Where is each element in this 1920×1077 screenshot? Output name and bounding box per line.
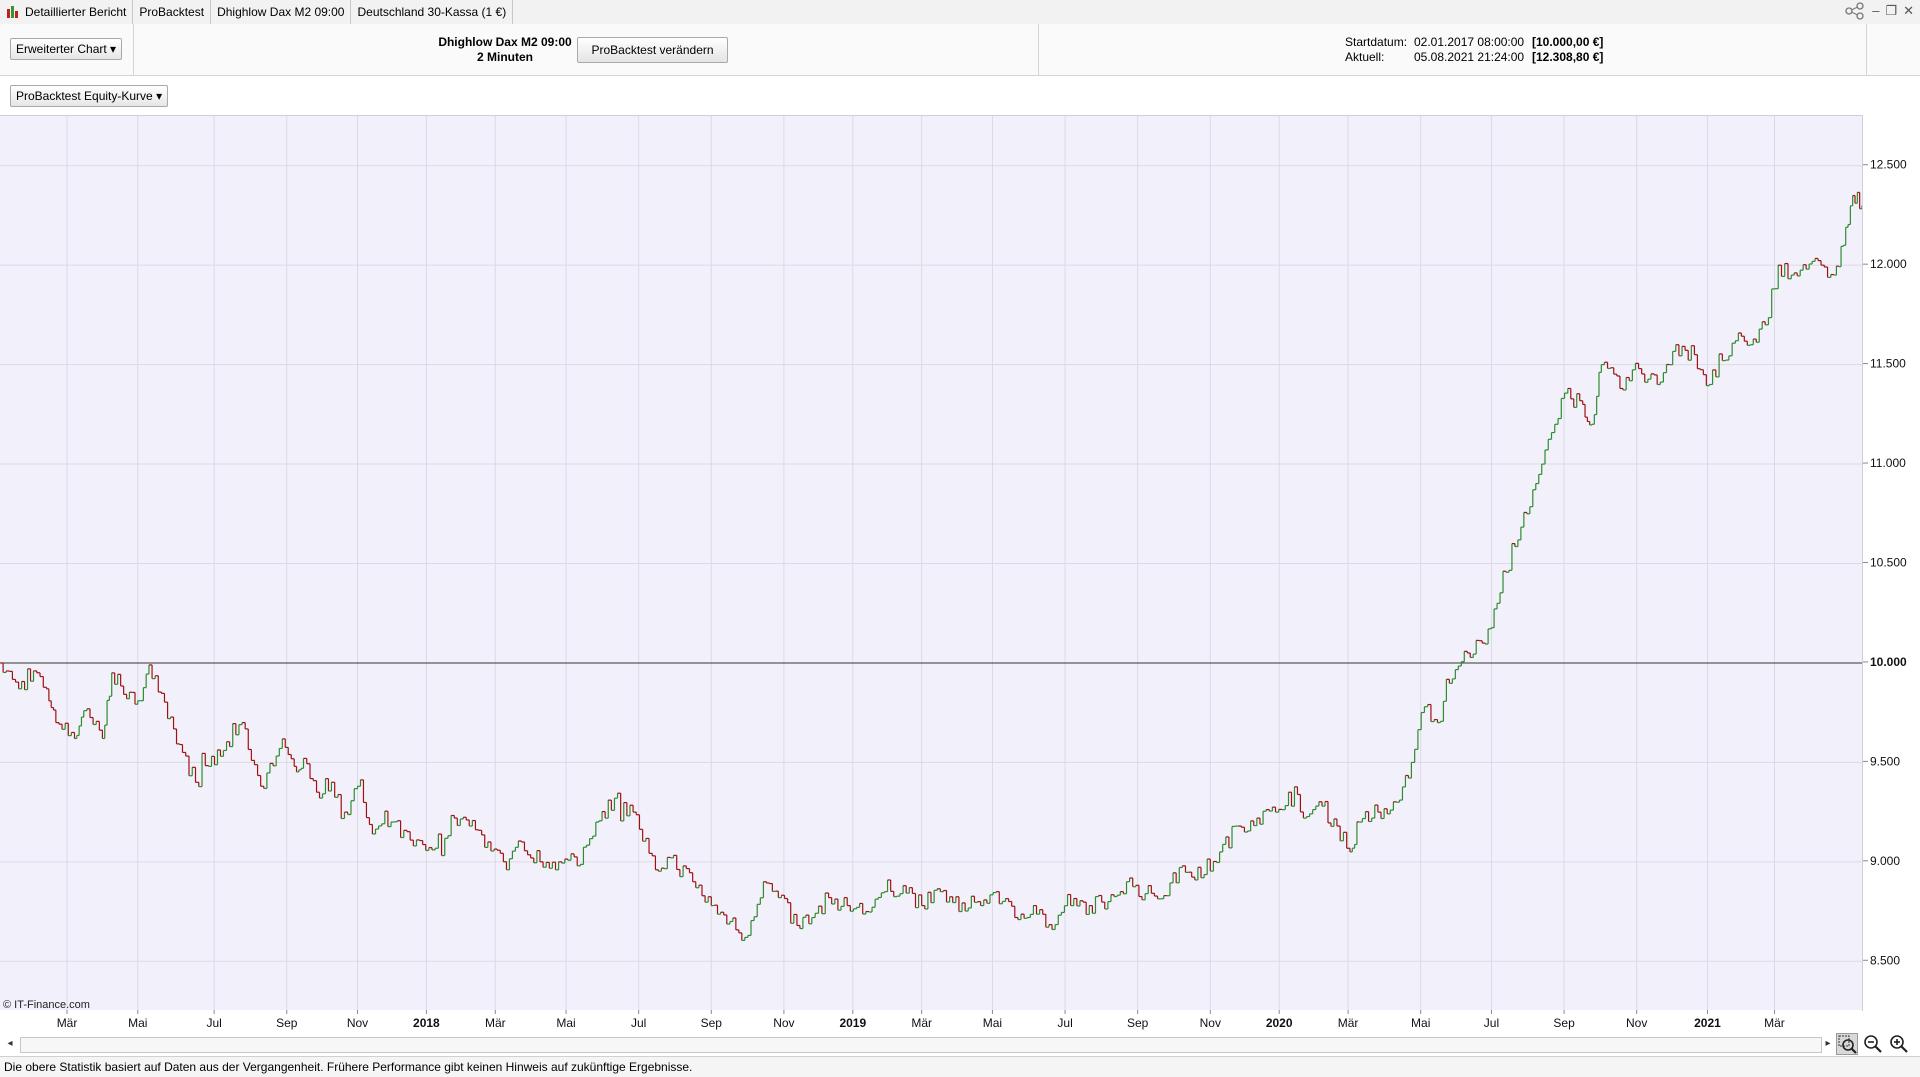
- toolbar-divider: [1038, 24, 1039, 75]
- x-axis-labels: Mär Mai Jul Sep Nov 2018 Mär Mai Jul Sep Nov 2019 Mä…: [57, 1010, 1785, 1030]
- horizontal-scrollbar[interactable]: ◂ ▸: [0, 1034, 1836, 1054]
- tab-label: ProBacktest: [139, 5, 205, 19]
- disclaimer-text: Die obere Statistik basiert auf Daten au…: [4, 1060, 693, 1074]
- x-tick-label: 2018: [413, 1016, 440, 1030]
- x-axis: Mär Mai Jul Sep Nov 2018 Mär Mai Jul Sep Nov 2019 Mä…: [0, 1010, 1862, 1034]
- x-tick-label: Mai: [128, 1016, 147, 1030]
- x-tick-label: 2019: [839, 1016, 866, 1030]
- y-tick-label: 11.500: [1870, 357, 1906, 371]
- x-tick-label: Mär: [1764, 1016, 1785, 1030]
- y-tick-label: 11.000: [1870, 456, 1906, 470]
- watermark: © IT-Finance.com: [3, 999, 90, 1011]
- equity-bar: ProBacktest Equity-Kurve ▾: [0, 76, 1920, 114]
- y-tick-label: 10.000: [1870, 655, 1907, 669]
- restore-icon[interactable]: ❐: [1885, 3, 1898, 18]
- scroll-right-icon[interactable]: ▸: [1825, 1038, 1831, 1049]
- y-tick-label: 9.000: [1870, 854, 1900, 868]
- zoom-out-icon[interactable]: [1862, 1033, 1884, 1055]
- equity-curve: [0, 191, 1862, 942]
- scroll-track[interactable]: [20, 1037, 1822, 1053]
- x-tick-label: Sep: [701, 1016, 723, 1030]
- x-tick-label: Jul: [206, 1016, 221, 1030]
- current-date-value: 05.08.2021 21:24:00: [1414, 50, 1525, 64]
- disclaimer-bar: Die obere Statistik basiert auf Daten au…: [0, 1056, 1920, 1077]
- share-icon[interactable]: [1844, 2, 1866, 20]
- y-tick-label: 12.000: [1870, 257, 1907, 271]
- y-tick-label: 8.500: [1870, 953, 1900, 967]
- tab-label: Detaillierter Bericht: [25, 5, 127, 19]
- tab-probacktest[interactable]: ProBacktest: [133, 0, 212, 24]
- close-icon[interactable]: ✕: [1903, 3, 1914, 18]
- backtest-toolbar: Erweiterter Chart ▾ Dhighlow Dax M2 09:0…: [0, 24, 1920, 76]
- tab-instrument[interactable]: Deutschland 30-Kassa (1 €): [351, 0, 514, 24]
- zoom-tools: [1836, 1032, 1920, 1056]
- x-tick-label: Sep: [276, 1016, 298, 1030]
- equity-curve-dropdown[interactable]: ProBacktest Equity-Kurve ▾: [10, 85, 169, 107]
- tab-strategy[interactable]: Dhighlow Dax M2 09:00: [211, 0, 352, 24]
- x-tick-label: Nov: [1200, 1016, 1221, 1030]
- x-tick-label: 2021: [1694, 1016, 1721, 1030]
- x-tick-label: Sep: [1553, 1016, 1575, 1030]
- tab-label: Dhighlow Dax M2 09:00: [217, 5, 345, 19]
- x-tick-label: Mär: [485, 1016, 506, 1030]
- x-tick-label: Mär: [57, 1016, 78, 1030]
- x-tick-label: 2020: [1266, 1016, 1293, 1030]
- toolbar-divider: [1866, 24, 1867, 75]
- x-tick-label: Mai: [983, 1016, 1002, 1030]
- x-tick-label: Nov: [773, 1016, 794, 1030]
- x-tick-label: Nov: [1626, 1016, 1647, 1030]
- timeframe-label: 2 Minuten: [477, 50, 533, 64]
- equity-plot: © IT-Finance.com: [0, 116, 1862, 1011]
- y-tick-label: 10.500: [1870, 556, 1907, 570]
- minimize-icon[interactable]: –: [1872, 3, 1880, 18]
- strategy-name: Dhighlow Dax M2 09:00: [438, 35, 572, 49]
- x-tick-label: Mai: [1411, 1016, 1430, 1030]
- tab-detailed-report[interactable]: Detaillierter Bericht: [0, 0, 134, 24]
- zoom-in-icon[interactable]: [1888, 1033, 1910, 1055]
- x-tick-label: Jul: [1057, 1016, 1072, 1030]
- y-tick-label: 12.500: [1870, 158, 1907, 172]
- x-tick-label: Jul: [631, 1016, 646, 1030]
- chart-mode-dropdown[interactable]: Erweiterter Chart ▾: [10, 38, 123, 60]
- current-date-label: Aktuell:: [1345, 50, 1385, 64]
- tab-bar: Detaillierter Bericht ProBacktest Dhighl…: [0, 0, 1920, 25]
- start-date-value: 02.01.2017 08:00:00: [1414, 35, 1525, 49]
- x-tick-label: Mär: [1338, 1016, 1359, 1030]
- y-tick-label: 9.500: [1870, 754, 1900, 768]
- equity-curve-label: ProBacktest Equity-Kurve: [16, 89, 153, 103]
- zoom-select-icon[interactable]: [1836, 1033, 1858, 1055]
- start-capital: [10.000,00 €]: [1532, 35, 1604, 49]
- toolbar-divider: [133, 24, 134, 75]
- window-controls: – ❐ ✕: [1844, 2, 1914, 20]
- start-date-label: Startdatum:: [1345, 35, 1408, 49]
- current-capital: [12.308,80 €]: [1532, 50, 1604, 64]
- chart-mode-label: Erweiterter Chart: [16, 42, 107, 56]
- horizontal-grid: [0, 165, 1862, 962]
- tab-label: Deutschland 30-Kassa (1 €): [357, 5, 507, 19]
- y-axis-labels: 12.500 12.000 11.500 11.000 10.500 10.000 9.50…: [1863, 158, 1907, 967]
- y-axis: 12.500 12.000 11.500 11.000 10.500 10.000 9.50…: [1863, 115, 1920, 1010]
- x-tick-label: Nov: [347, 1016, 368, 1030]
- x-tick-label: Mai: [556, 1016, 575, 1030]
- x-tick-label: Jul: [1484, 1016, 1499, 1030]
- scroll-left-icon[interactable]: ◂: [7, 1038, 13, 1049]
- x-tick-label: Sep: [1127, 1016, 1149, 1030]
- equity-chart[interactable]: © IT-Finance.com: [0, 115, 1863, 1011]
- modify-backtest-button[interactable]: ProBacktest verändern: [577, 37, 728, 63]
- chart-candles-icon: [6, 5, 20, 19]
- x-tick-label: Mär: [911, 1016, 932, 1030]
